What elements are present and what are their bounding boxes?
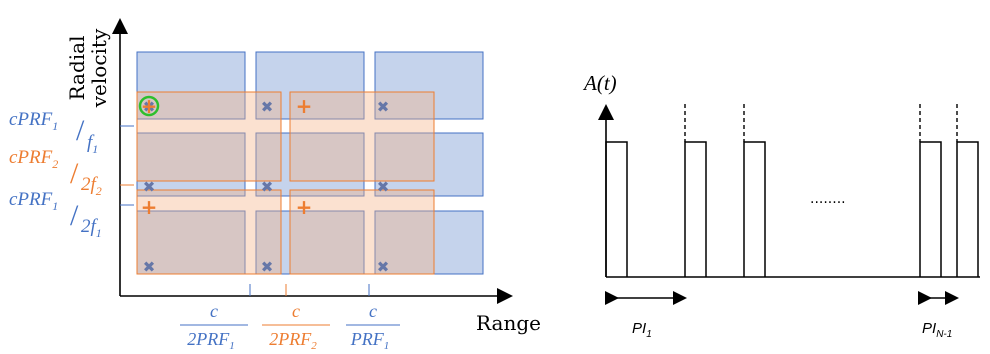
- blue-markers: ✖ ✖ ✖ ✖ ✖ ✖ ✖ ✖ ✖: [143, 98, 390, 276]
- y-label-3: cPRF1 / 2f1: [9, 189, 102, 240]
- orange-cells: [136, 91, 435, 275]
- svg-text:/: /: [70, 199, 79, 232]
- svg-text:/: /: [76, 114, 85, 147]
- orange-plus-marker: +: [296, 195, 313, 219]
- highlight-circle: [138, 95, 160, 117]
- blue-cell: [136, 51, 246, 120]
- x-axis-title: Range: [476, 311, 541, 335]
- svg-text:c: c: [369, 301, 377, 321]
- orange-plus-marker: +: [141, 195, 158, 219]
- svg-text:2f2: 2f2: [81, 174, 102, 198]
- x-label-1: c 2PRF1: [180, 301, 248, 352]
- range-velocity-diagram: ✖ ✖ ✖ ✖ ✖ ✖ ✖ ✖ ✖ + + + + Radial velocit…: [9, 18, 541, 352]
- orange-cell: [289, 189, 435, 275]
- svg-text:cPRF2: cPRF2: [9, 147, 58, 171]
- orange-plus-marker: +: [296, 94, 313, 118]
- pulse: [919, 141, 942, 277]
- orange-cell: [289, 91, 435, 182]
- ellipsis: ........: [810, 191, 846, 207]
- svg-text:cPRF1: cPRF1: [9, 109, 58, 133]
- orange-cell: [136, 91, 282, 182]
- svg-text:PRF1: PRF1: [350, 329, 390, 352]
- svg-text:c: c: [292, 301, 300, 321]
- blue-cell: [136, 132, 246, 197]
- svg-text:c: c: [210, 301, 218, 321]
- blue-cell: [374, 51, 484, 120]
- blue-x-marker: ✖: [377, 258, 390, 276]
- pulse-train-diagram: A(t) ........ PI1 PIN-1: [582, 71, 980, 340]
- blue-cell: [255, 51, 365, 120]
- svg-text:2f1: 2f1: [81, 216, 102, 240]
- orange-plus-marker: +: [141, 94, 158, 118]
- orange-markers: + + + +: [141, 94, 313, 219]
- blue-x-marker: ✖: [261, 98, 274, 116]
- blue-x-marker: ✖: [143, 98, 156, 116]
- svg-text:2PRF2: 2PRF2: [269, 329, 317, 352]
- svg-text:/: /: [70, 157, 79, 190]
- amplitude-label: A(t): [582, 71, 617, 95]
- blue-x-marker: ✖: [377, 178, 390, 196]
- orange-cell: [136, 189, 282, 275]
- y-axis-title-line1: Radial: [65, 36, 89, 101]
- blue-x-marker: ✖: [261, 258, 274, 276]
- blue-x-marker: ✖: [143, 178, 156, 196]
- blue-cell: [374, 132, 484, 197]
- svg-text:f1: f1: [87, 132, 98, 156]
- y-label-2: cPRF2 / 2f2: [9, 147, 102, 198]
- y-axis-title-line2: velocity: [87, 28, 111, 108]
- blue-x-marker: ✖: [377, 98, 390, 116]
- blue-x-marker: ✖: [143, 258, 156, 276]
- svg-text:cPRF1: cPRF1: [9, 189, 58, 213]
- x-label-2: c 2PRF2: [262, 301, 330, 352]
- svg-text:2PRF1: 2PRF1: [187, 329, 235, 352]
- blue-cell: [255, 210, 365, 275]
- pulse: [605, 141, 628, 277]
- pulse: [743, 141, 766, 277]
- y-label-1: cPRF1 / f1: [9, 109, 98, 156]
- pulse: [684, 141, 707, 277]
- dashed-markers: [684, 104, 958, 142]
- interval-label-1: PI1: [632, 320, 652, 340]
- pulse: [956, 141, 979, 277]
- blue-cells: [136, 51, 484, 275]
- interval-label-n1: PIN-1: [922, 320, 952, 340]
- x-label-3: c PRF1: [346, 301, 400, 352]
- blue-x-marker: ✖: [261, 178, 274, 196]
- blue-cell: [255, 132, 365, 197]
- pulses: [605, 141, 979, 277]
